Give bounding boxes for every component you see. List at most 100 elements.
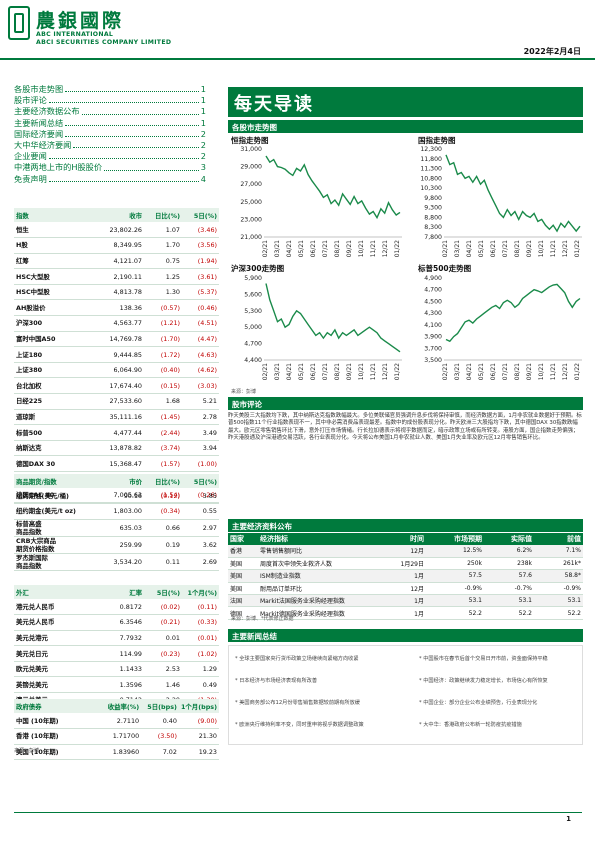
toc-item[interactable]: 大中华经济要闻 2 xyxy=(14,140,206,151)
bank-company-name: ABCI SECURITIES COMPANY LIMITED xyxy=(36,39,172,46)
toc-page: 4 xyxy=(200,173,206,184)
cell-value: (3.46) xyxy=(182,222,219,239)
cell-value: (3.03) xyxy=(182,377,219,395)
cell-value: 3.85 xyxy=(182,488,219,505)
x-tick-label: 04/21 xyxy=(466,363,473,380)
cell-value: 53.1 xyxy=(534,594,583,608)
table-row: 美国 耐用品订单环比 12月 -0.9% -0.7% -0.9% xyxy=(228,582,583,596)
toc-page: 3 xyxy=(200,162,206,173)
toc-item[interactable]: 企业要闻 2 xyxy=(14,151,206,162)
cell-value: (4.62) xyxy=(182,362,219,379)
cell-value: 德国 xyxy=(228,606,258,620)
table-row: 美元兑日元 114.99 (0.23) (1.02) xyxy=(14,645,219,662)
table-row: 港元兑人民币 0.8172 (0.02) (0.11) xyxy=(14,599,219,616)
y-tick-label: 4,400 xyxy=(244,357,262,364)
news-item: * 中国企业：部分企业公布业绩预告，行业表现分化 xyxy=(419,700,538,706)
table-header: 1个月(bps) xyxy=(178,699,219,713)
cell-value: 5.21 xyxy=(182,393,219,410)
toc-title: 各股市走势图 xyxy=(14,84,64,94)
cell-value: Markit德国服务业采购经理指数 xyxy=(258,606,386,620)
news-item: * 全球主要国家央行货币政策立场继续向紧缩方向收紧 xyxy=(235,656,359,662)
cell-value: (0.40) xyxy=(144,362,182,379)
title-banner: 每天导读 xyxy=(228,87,583,117)
cell-value: 1月 xyxy=(386,569,426,583)
cell-value: 259.99 xyxy=(94,536,144,554)
cell-value: 6.3546 xyxy=(94,614,144,631)
table-header: 指数 xyxy=(14,208,94,222)
cell-value: 3.49 xyxy=(182,424,219,441)
cell-value: 法国 xyxy=(228,594,258,608)
x-tick-label: 01/22 xyxy=(574,363,581,380)
table-header: 商品期货/指数 xyxy=(14,474,94,488)
cell-value: 238k xyxy=(484,557,534,571)
cell-value: 1.70 xyxy=(144,237,182,254)
toc-page: 1 xyxy=(200,106,206,117)
table-header: 日比(%) xyxy=(144,208,182,222)
toc-item[interactable]: 主要经济数据公布 1 xyxy=(14,106,206,117)
cell-value: 3.94 xyxy=(182,440,219,457)
cell-value: 53.1 xyxy=(484,594,534,608)
toc-item[interactable]: 免责声明 4 xyxy=(14,174,206,185)
row-label: CRB大宗商品 期货价格指数 xyxy=(14,536,94,554)
row-label: 美国 (10年期) xyxy=(14,744,92,761)
table-row: 罗杰斯国际 商品指数 3,534.20 0.11 2.69 xyxy=(14,553,219,571)
toc-title: 中港两地上市的H股股价 xyxy=(14,162,103,173)
toc-item[interactable]: 主要新闻总结 1 xyxy=(14,118,206,129)
cell-value: 美国 xyxy=(228,557,258,571)
toc-item[interactable]: 国际经济要闻 2 xyxy=(14,129,206,140)
cell-value: 耐用品订单环比 xyxy=(258,582,386,596)
cell-value: 7.1% xyxy=(534,545,583,558)
cell-value: 52.2 xyxy=(426,606,484,620)
x-tick-label: 03/21 xyxy=(454,363,461,380)
cell-value: 1,803.00 xyxy=(94,503,144,520)
y-tick-label: 8,300 xyxy=(424,224,442,231)
news-item: * 日本经济与市场经济表现有所改善 xyxy=(235,678,318,684)
cell-value: 0.8172 xyxy=(94,599,144,616)
table-header: 经济指标 xyxy=(258,533,386,545)
row-label: 德国DAX 30 xyxy=(14,455,94,472)
row-label: 罗杰斯国际 商品指数 xyxy=(14,553,94,571)
cell-value: 1.68 xyxy=(144,393,182,410)
cell-value: (0.33) xyxy=(182,614,219,631)
y-tick-label: 4,500 xyxy=(424,298,442,305)
table-header: 5日(%) xyxy=(144,585,182,599)
cell-value: 1.25 xyxy=(144,268,182,285)
hsi-chart: 31,000 29,000 27,000 25,000 23,000 21,00002/2… xyxy=(240,146,402,257)
chart-title-csi300: 沪深300走势图 xyxy=(231,264,285,273)
table-header: 市价 xyxy=(94,474,144,488)
cell-value: 138.36 xyxy=(94,299,144,317)
cell-value: 1月 xyxy=(386,606,426,620)
section-charts: 各股市走势图 xyxy=(228,120,583,133)
cell-value: 53.1 xyxy=(426,594,484,608)
x-tick-label: 06/21 xyxy=(310,240,317,257)
toc-item[interactable]: 股市评论 1 xyxy=(14,95,206,106)
cell-value: (0.21) xyxy=(144,614,182,631)
table-row: 台北加权 17,674.40 (0.15) (3.03) xyxy=(14,377,219,395)
row-label: 恒生 xyxy=(14,222,94,239)
y-tick-label: 3,500 xyxy=(424,357,442,364)
table-row: 纳斯达克 13,878.82 (3.74) 3.94 xyxy=(14,440,219,457)
x-tick-label: 06/21 xyxy=(490,363,497,380)
cell-value: 4,563.77 xyxy=(94,315,144,332)
table-row: 富时中国A50 14,769.78 (1.70) (4.47) xyxy=(14,331,219,348)
bank-name-en: ABC INTERNATIONAL xyxy=(36,31,114,38)
table-row: 美国 周度首次申领失业救济人数 1月29日 250k 238k 261k* xyxy=(228,557,583,571)
market-commentary: 昨天美股三大指数均下跌，其中纳斯达克指数跌幅最大。多位美联储官员强调升息步伐将保… xyxy=(228,413,582,442)
table-row: CRB大宗商品 期货价格指数 259.99 0.19 3.62 xyxy=(14,536,219,554)
toc-page: 2 xyxy=(200,140,206,151)
cell-value: 周度首次申领失业救济人数 xyxy=(258,557,386,571)
table-row: HSC中型股 4,813.78 1.30 (5.37) xyxy=(14,284,219,301)
row-label: 道琼斯 xyxy=(14,409,94,426)
table-row: 红筹 4,121.07 0.75 (1.94) xyxy=(14,253,219,270)
cell-value: Markit法国服务业采购经理指数 xyxy=(258,594,386,608)
table-row: AH股溢价 138.36 (0.57) (0.46) xyxy=(14,299,219,317)
cell-value: (0.11) xyxy=(182,599,219,616)
x-tick-label: 04/21 xyxy=(286,363,293,380)
y-tick-label: 3,900 xyxy=(424,334,442,341)
cell-value: 0.55 xyxy=(182,503,219,520)
cell-value: 香港 xyxy=(228,545,258,558)
x-tick-label: 08/21 xyxy=(514,240,521,257)
toc-item[interactable]: 中港两地上市的H股股价 3 xyxy=(14,162,206,173)
cell-value: 15,368.47 xyxy=(94,455,144,472)
toc-item[interactable]: 各股市走势图 1 xyxy=(14,84,206,95)
